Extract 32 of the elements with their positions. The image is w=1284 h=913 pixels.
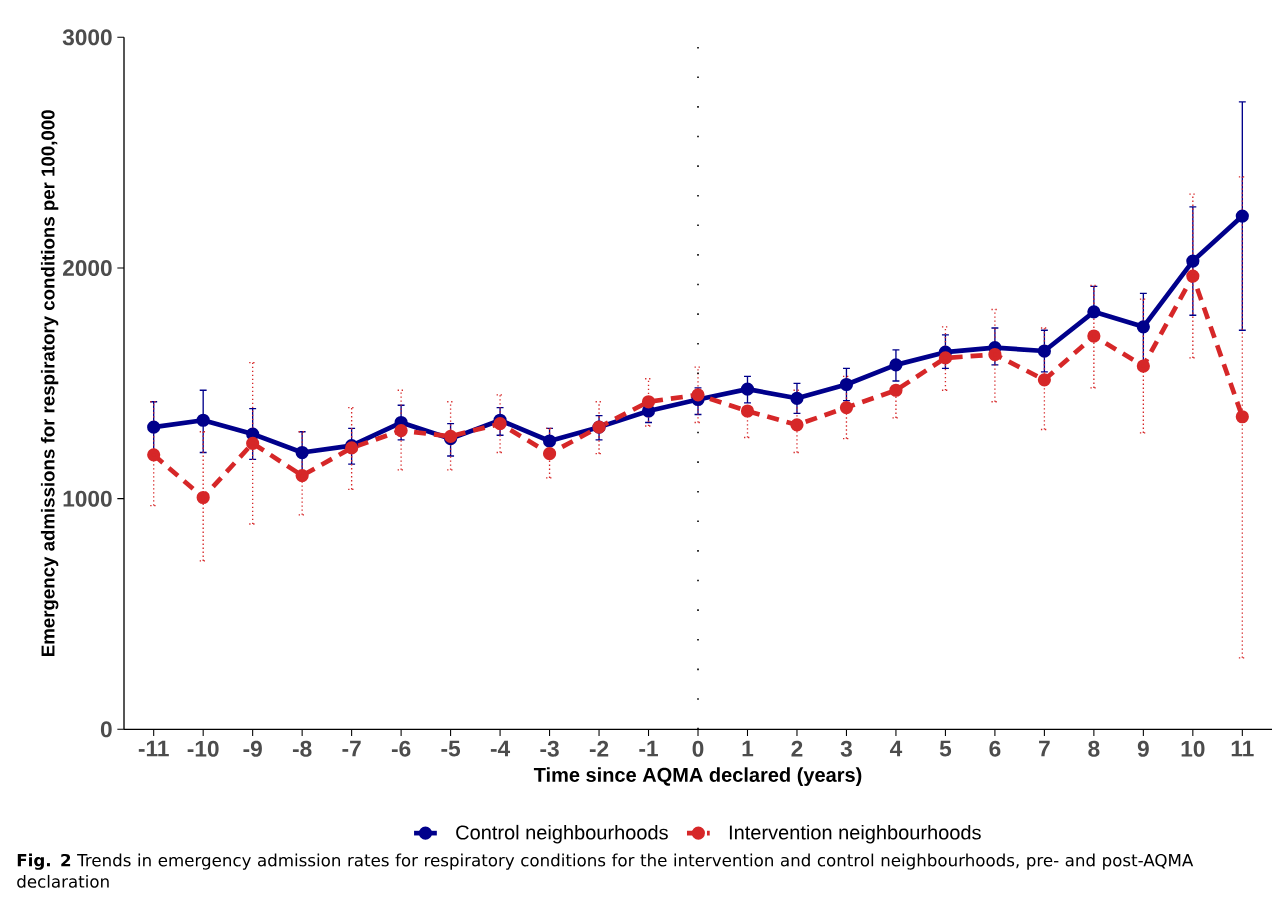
x-tick-label: -10 (187, 740, 219, 757)
x-tick-label: -9 (243, 740, 262, 757)
x-tick-label: -3 (540, 740, 559, 757)
x-tick-label: 2 (791, 740, 803, 757)
y-tick-label: 0 (100, 721, 112, 738)
x-tick-label: 8 (1088, 740, 1100, 757)
x-tick-label: 1 (742, 740, 754, 757)
text: Fig. 2 Trends in emergency admission rates for respiratory conditions for the intervention and control neighbourhoods, pre- and post-AQMA declaration (17, 853, 1194, 888)
x-tick-label: -11 (138, 740, 169, 757)
y-axis-title: Emergency admissions for respiratory conditions per 100,000 (40, 110, 59, 656)
y-tick-label: 2000 (63, 259, 112, 276)
x-tick-label: -5 (441, 740, 461, 757)
y-tick-label: 1000 (63, 490, 112, 507)
x-tick-label: -4 (490, 740, 511, 757)
y-tick-label: 3000 (62, 29, 112, 46)
x-tick-label: 11 (1231, 740, 1254, 757)
x-tick-label: 4 (889, 740, 903, 757)
x-tick-label: 10 (1181, 740, 1205, 757)
x-tick-label: 6 (989, 740, 1001, 757)
x-tick-label: 3 (840, 740, 852, 757)
legend-label: Control neighbourhoods (456, 824, 668, 844)
x-tick-label: -1 (639, 740, 658, 757)
legend-label: Intervention neighbourhoods (729, 824, 981, 844)
x-tick-label: -2 (589, 740, 609, 757)
x-axis-title: Time since AQMA declared (years) (533, 767, 862, 786)
x-tick-label: 9 (1137, 740, 1149, 757)
x-tick-label: -6 (391, 740, 411, 757)
x-tick-label: -8 (292, 740, 312, 757)
x-tick-label: -7 (342, 740, 361, 757)
x-tick-label: 5 (939, 740, 952, 757)
x-tick-label: 7 (1039, 740, 1050, 757)
x-tick-label: 0 (692, 740, 704, 757)
